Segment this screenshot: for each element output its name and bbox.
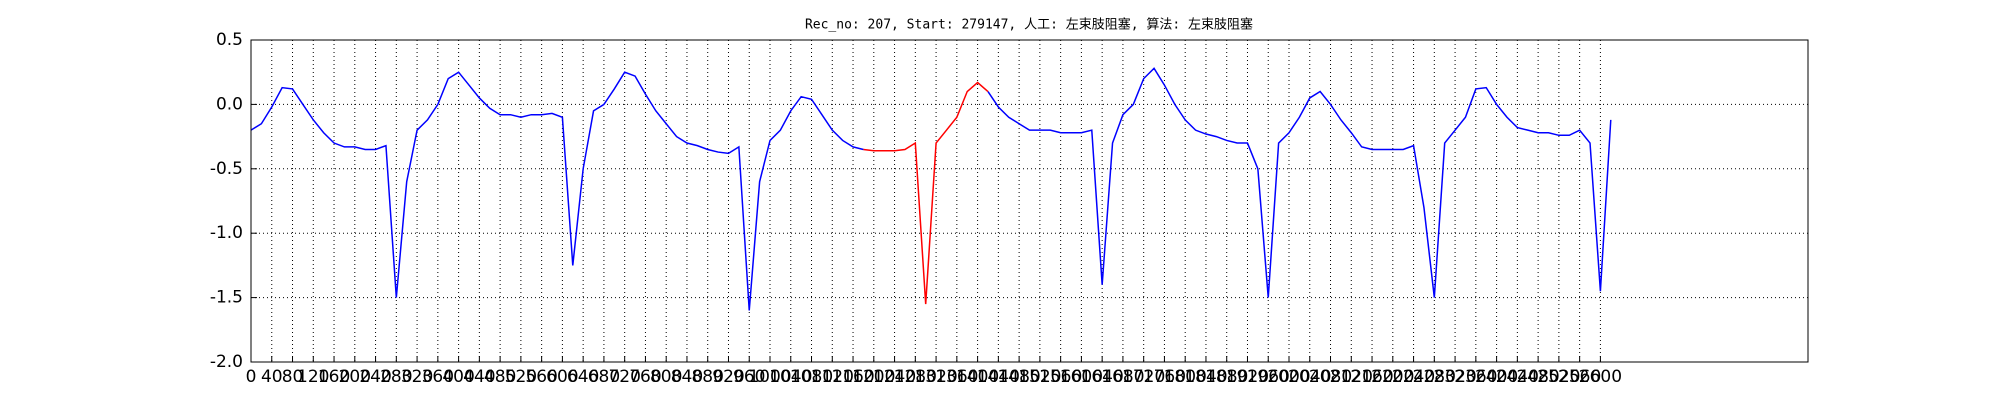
x-tick-label: 1400 bbox=[956, 367, 999, 387]
x-tick-label: 1920 bbox=[1226, 367, 1269, 387]
x-tick-label: 0 bbox=[246, 367, 257, 387]
x-tick-label: 280 bbox=[380, 367, 412, 387]
x-tick-label: 2480 bbox=[1516, 367, 1559, 387]
x-tick-label: 880 bbox=[691, 367, 723, 387]
plot-frame bbox=[250, 39, 1809, 363]
x-tick-label: 560 bbox=[525, 367, 557, 387]
x-tick-label: 1520 bbox=[1018, 367, 1061, 387]
x-tick-label: 200 bbox=[339, 367, 371, 387]
x-tick-label: 40 bbox=[261, 367, 283, 387]
x-tick-label: 1600 bbox=[1060, 367, 1103, 387]
x-tick-label: 2000 bbox=[1267, 367, 1310, 387]
x-tick-label: 320 bbox=[401, 367, 433, 387]
x-tick-label: 2200 bbox=[1371, 367, 1414, 387]
x-tick-label: 1040 bbox=[769, 367, 812, 387]
x-tick-label: 1760 bbox=[1143, 367, 1186, 387]
x-tick-label: 760 bbox=[629, 367, 661, 387]
x-tick-label: 960 bbox=[733, 367, 765, 387]
y-tick-label: -0.5 bbox=[210, 159, 243, 179]
x-tick-label: 600 bbox=[546, 367, 578, 387]
x-tick-label: 2240 bbox=[1392, 367, 1435, 387]
x-tick-label: 2520 bbox=[1537, 367, 1580, 387]
x-tick-label: 440 bbox=[463, 367, 495, 387]
y-tick-label: -1.0 bbox=[210, 223, 243, 243]
x-tick-label: 2280 bbox=[1413, 367, 1456, 387]
x-tick-label: 840 bbox=[671, 367, 703, 387]
x-tick-label: 1320 bbox=[914, 367, 957, 387]
x-tick-label: 2360 bbox=[1454, 367, 1497, 387]
x-tick-label: 1680 bbox=[1101, 367, 1144, 387]
x-tick-label: 1800 bbox=[1164, 367, 1207, 387]
x-tick-label: 1280 bbox=[894, 367, 937, 387]
x-tick-label: 720 bbox=[608, 367, 640, 387]
x-tick-label: 2400 bbox=[1475, 367, 1518, 387]
series-line bbox=[250, 67, 1612, 311]
x-tick-label: 2560 bbox=[1558, 367, 1601, 387]
x-tick-label: 1440 bbox=[977, 367, 1020, 387]
x-tick-label: 1560 bbox=[1039, 367, 1082, 387]
x-tick-label: 2160 bbox=[1350, 367, 1393, 387]
x-tick-label: 480 bbox=[484, 367, 516, 387]
x-tick-label: 2040 bbox=[1288, 367, 1331, 387]
x-tick-label: 1000 bbox=[748, 367, 791, 387]
x-tick-label: 800 bbox=[650, 367, 682, 387]
y-tick-label: 0.5 bbox=[216, 30, 243, 50]
y-tick-label: -2.0 bbox=[210, 352, 243, 372]
x-tick-label: 1160 bbox=[831, 367, 874, 387]
y-tick-label: -1.5 bbox=[210, 288, 243, 308]
x-tick-label: 920 bbox=[712, 367, 744, 387]
x-tick-label: 1640 bbox=[1081, 367, 1124, 387]
x-tick-label: 2080 bbox=[1309, 367, 1352, 387]
x-tick-label: 1880 bbox=[1205, 367, 1248, 387]
x-tick-label: 1120 bbox=[811, 367, 854, 387]
x-tick-label: 80 bbox=[282, 367, 304, 387]
x-tick-label: 1840 bbox=[1184, 367, 1227, 387]
x-tick-label: 2440 bbox=[1496, 367, 1539, 387]
x-tick-label: 120 bbox=[297, 367, 329, 387]
x-tick-label: 1360 bbox=[935, 367, 978, 387]
y-tick-label: 0.0 bbox=[216, 94, 243, 114]
chart-title: Rec_no: 207, Start: 279147, 人工: 左束肢阻塞, 算… bbox=[805, 17, 1253, 33]
x-tick-label: 520 bbox=[505, 367, 537, 387]
x-tick-label: 1080 bbox=[790, 367, 833, 387]
x-tick-label: 1240 bbox=[873, 367, 916, 387]
x-tick-label: 2120 bbox=[1330, 367, 1373, 387]
x-tick-label: 680 bbox=[588, 367, 620, 387]
x-tick-label: 1480 bbox=[997, 367, 1040, 387]
x-tick-label: 400 bbox=[442, 367, 474, 387]
x-tick-label: 640 bbox=[567, 367, 599, 387]
x-tick-label: 1720 bbox=[1122, 367, 1165, 387]
x-tick-label: 1200 bbox=[852, 367, 895, 387]
x-tick-label: 2320 bbox=[1433, 367, 1476, 387]
series-line bbox=[863, 81, 989, 305]
x-tick-label: 2600 bbox=[1579, 367, 1622, 387]
x-tick-label: 1960 bbox=[1247, 367, 1290, 387]
x-tick-label: 240 bbox=[359, 367, 391, 387]
x-tick-label: 160 bbox=[318, 367, 350, 387]
x-tick-label: 360 bbox=[422, 367, 454, 387]
